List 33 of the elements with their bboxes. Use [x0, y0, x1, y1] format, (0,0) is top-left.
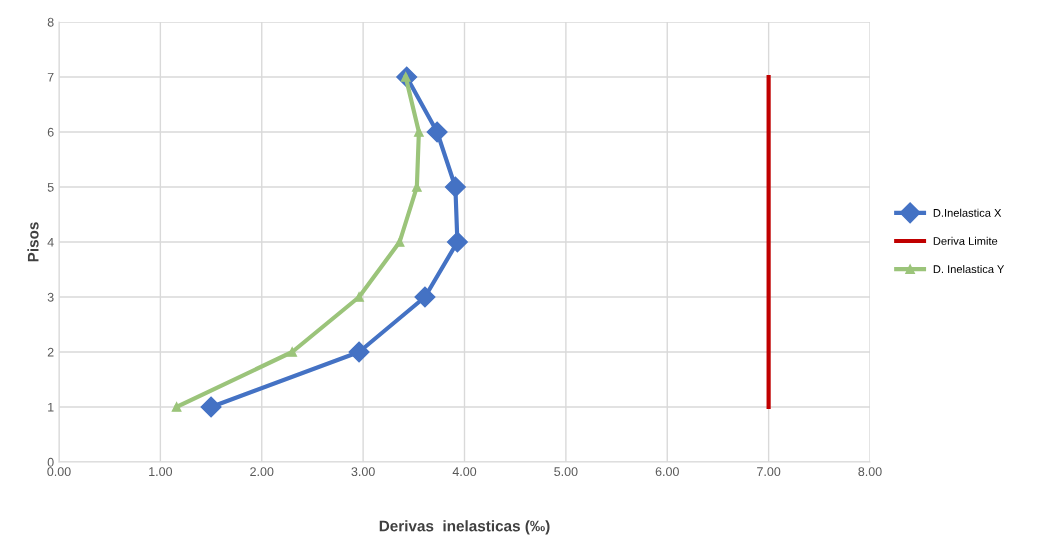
x-tick-label: 5.00 — [554, 467, 578, 477]
x-tick-label: 3.00 — [351, 467, 375, 477]
y-tick-label: 6 — [47, 127, 54, 137]
y-axis-title: Pisos — [27, 222, 39, 262]
x-tick-label: 7.00 — [757, 467, 781, 477]
point — [414, 286, 436, 308]
point — [287, 347, 298, 357]
y-tick-label: 2 — [47, 347, 54, 357]
x-tick-label: 2.00 — [250, 467, 274, 477]
legend-label: Deriva Limite — [933, 236, 998, 245]
y-tick-label: 3 — [47, 292, 54, 302]
y-tick-label: 4 — [47, 237, 54, 247]
x-tick-label: 6.00 — [655, 467, 679, 477]
x-tick-label: 0.00 — [47, 467, 71, 477]
point — [426, 121, 448, 143]
legend-label: D.Inelastica X — [933, 208, 1002, 217]
x-tick-label: 1.00 — [149, 467, 173, 477]
x-tick-label: 8.00 — [858, 467, 882, 477]
x-axis-title: Derivas inelasticas (‰) — [379, 520, 550, 535]
point — [394, 237, 405, 247]
point — [414, 127, 424, 137]
point — [200, 396, 222, 418]
x-tick-label: 4.00 — [452, 467, 477, 477]
y-tick-label: 5 — [47, 182, 54, 192]
point — [171, 402, 182, 412]
y-tick-label: 0 — [47, 457, 54, 467]
point — [348, 341, 370, 363]
point — [444, 176, 466, 198]
y-tick-label: 8 — [47, 17, 54, 27]
y-tick-label: 7 — [47, 72, 54, 82]
y-tick-label: 1 — [48, 402, 54, 412]
point — [446, 231, 468, 253]
legend-label: D. Inelastica Y — [933, 264, 1005, 274]
